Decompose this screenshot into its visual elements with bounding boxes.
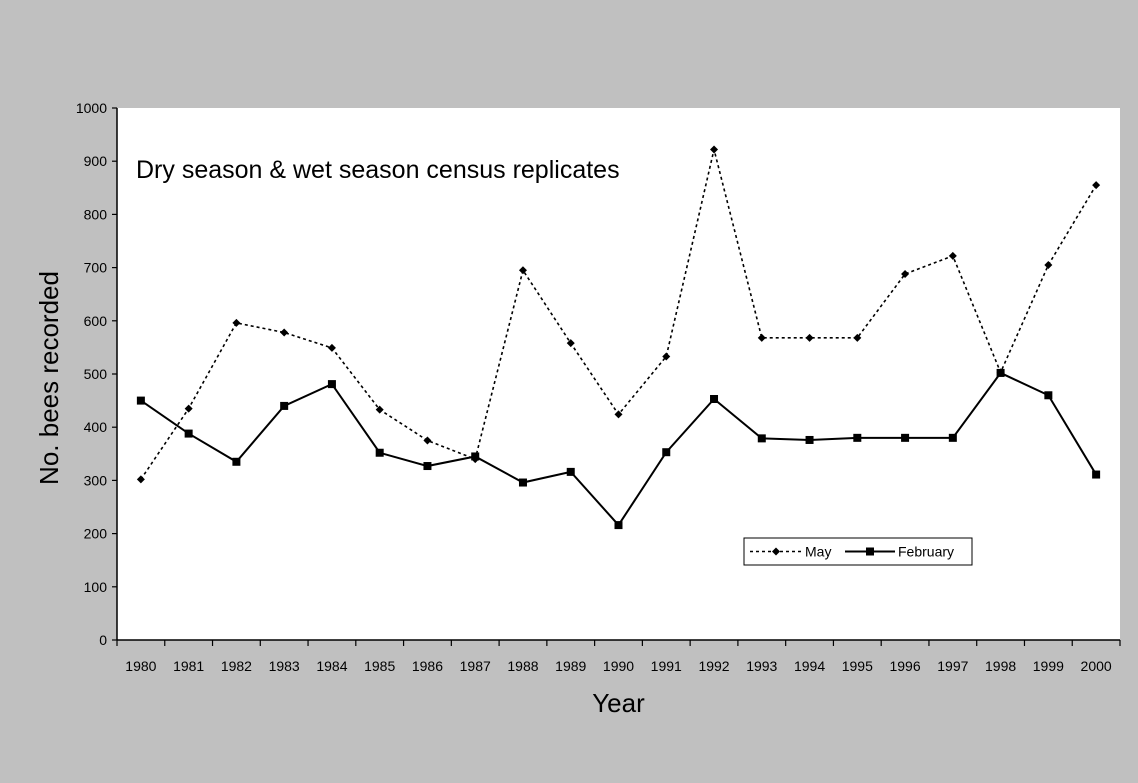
data-point-february [471,452,480,461]
x-tick-label: 1987 [460,658,491,674]
data-point-february [423,462,432,471]
x-tick-label: 1993 [746,658,777,674]
x-tick-label: 1992 [698,658,729,674]
legend-marker-february [866,547,874,556]
data-point-may [280,328,289,337]
x-tick-label: 1984 [316,658,347,674]
y-tick-label: 1000 [76,100,107,116]
data-point-february [566,467,575,476]
data-point-may [375,405,384,414]
y-tick-label: 300 [84,472,108,488]
data-point-may [184,404,193,413]
data-point-may [232,318,241,327]
data-point-february [996,368,1005,377]
x-tick-label: 1999 [1033,658,1064,674]
data-point-may [423,436,432,445]
data-point-february [710,395,719,404]
data-point-may [805,333,814,342]
series-february [136,368,1101,530]
x-tick-label: 1980 [125,658,156,674]
x-tick-label: 1981 [173,658,204,674]
y-tick-label: 100 [84,579,108,595]
x-tick-label: 1997 [937,658,968,674]
data-point-february [901,433,910,442]
data-point-may [662,352,671,361]
x-tick-label: 2000 [1081,658,1112,674]
x-tick-label: 1986 [412,658,443,674]
x-tick-label: 1982 [221,658,252,674]
data-point-may [327,343,336,352]
data-point-february [948,433,957,442]
data-point-may [948,251,957,260]
data-point-may [901,269,910,278]
x-tick-label: 1985 [364,658,395,674]
chart-title: Dry season & wet season census replicate… [136,156,620,184]
y-tick-label: 200 [84,526,108,542]
data-point-february [853,433,862,442]
y-tick-label: 700 [84,260,108,276]
data-point-february [614,521,623,530]
data-point-may [1044,260,1053,269]
y-tick-label: 400 [84,419,108,435]
x-tick-label: 1990 [603,658,634,674]
y-axis-label: No. bees recorded [34,271,64,485]
data-point-february [232,457,241,466]
y-tick-label: 500 [84,366,108,382]
data-point-february [327,380,336,389]
data-point-february [184,429,193,438]
data-point-february [662,448,671,457]
data-point-february [136,396,145,405]
y-tick-label: 900 [84,153,108,169]
data-point-may [136,475,145,484]
x-tick-label: 1995 [842,658,873,674]
x-tick-label: 1988 [507,658,538,674]
x-tick-label: 1998 [985,658,1016,674]
data-point-may [1092,181,1101,190]
data-point-february [805,435,814,444]
x-tick-label: 1994 [794,658,825,674]
y-tick-label: 0 [99,632,107,648]
x-tick-label: 1991 [651,658,682,674]
legend-item-february: February [845,544,954,560]
data-point-february [375,448,384,457]
x-tick-label: 1989 [555,658,586,674]
x-tick-label: 1996 [889,658,920,674]
y-tick-label: 600 [84,313,108,329]
data-point-may [518,266,527,275]
data-point-february [1044,391,1053,400]
data-point-february [757,434,766,443]
legend-label-may: May [805,544,831,560]
legend-label-february: February [898,544,954,560]
x-axis-label: Year [592,688,645,718]
data-point-february [1092,470,1101,479]
series-layer [136,145,1101,530]
data-point-february [518,478,527,487]
data-point-february [280,401,289,410]
data-point-may [566,339,575,348]
axes: 0 100 200 300 400 500 600 700 800 900 1000 1980 1981… [76,100,1121,674]
data-point-may [614,410,623,419]
data-point-may [757,333,766,342]
x-tick-label: 1983 [269,658,300,674]
legend-marker-may [772,547,780,556]
legend: May February [743,537,973,566]
y-tick-label: 800 [84,206,108,222]
data-point-may [710,145,719,154]
legend-item-may: May [750,544,831,560]
data-point-may [853,333,862,342]
